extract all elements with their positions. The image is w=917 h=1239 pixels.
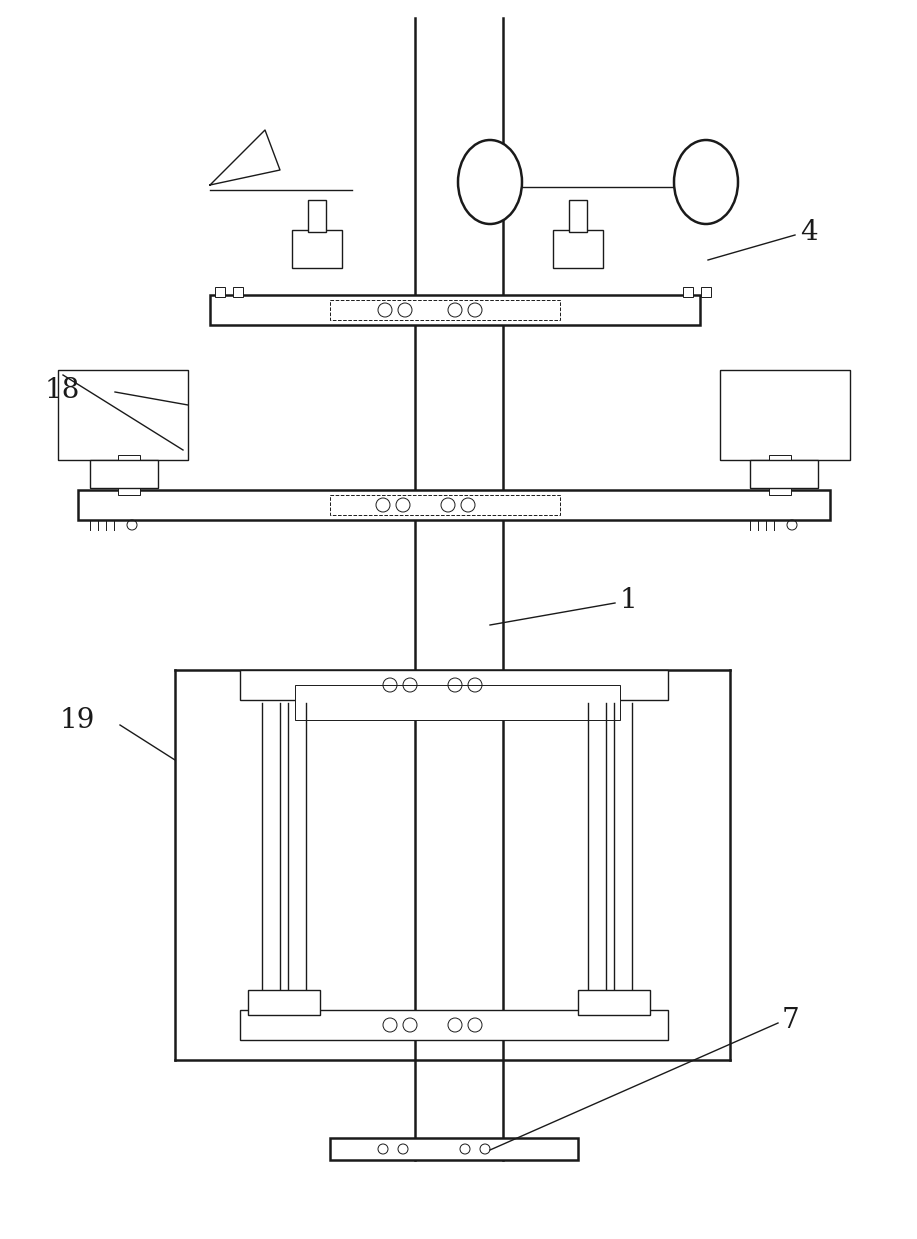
Bar [569, 199, 587, 232]
Bar [701, 287, 711, 297]
Polygon shape [210, 130, 280, 185]
Bar [720, 409, 850, 421]
Text: 4: 4 [800, 218, 818, 245]
Bar [750, 460, 818, 488]
Ellipse shape [458, 140, 522, 224]
Bar [215, 287, 225, 297]
Text: 19: 19 [60, 706, 95, 733]
Bar [720, 421, 850, 435]
Bar [240, 1010, 668, 1040]
Bar [58, 409, 188, 421]
Bar [720, 383, 850, 395]
Bar [118, 455, 140, 496]
Bar [58, 383, 188, 395]
Bar [240, 670, 668, 700]
Bar [720, 395, 850, 409]
Bar [78, 489, 830, 520]
Bar [308, 199, 326, 232]
Bar [330, 300, 560, 320]
Bar [58, 435, 188, 447]
Bar [720, 447, 850, 460]
Ellipse shape [674, 140, 738, 224]
Bar [720, 370, 850, 460]
Bar [58, 421, 188, 435]
Bar [683, 287, 693, 297]
Text: 7: 7 [782, 1006, 800, 1033]
Text: 18: 18 [45, 377, 81, 404]
Bar [295, 685, 620, 720]
Bar [292, 230, 342, 268]
Bar [58, 370, 188, 383]
Bar [720, 370, 850, 383]
Bar [330, 1137, 578, 1160]
Bar [248, 990, 320, 1015]
Bar [58, 395, 188, 409]
Bar [720, 435, 850, 447]
Bar [58, 447, 188, 460]
Bar [90, 460, 158, 488]
Bar [330, 496, 560, 515]
Bar [233, 287, 243, 297]
Bar [210, 295, 700, 325]
Bar [769, 455, 791, 496]
Text: 1: 1 [620, 586, 637, 613]
Bar [58, 370, 188, 460]
Bar [553, 230, 603, 268]
Bar [578, 990, 650, 1015]
